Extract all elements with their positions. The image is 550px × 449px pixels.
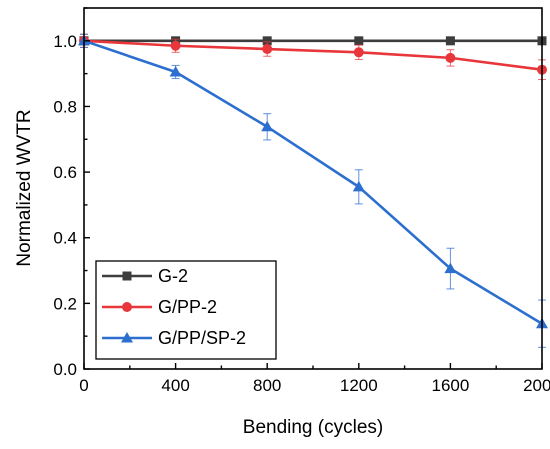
legend-label: G-2 [158, 266, 188, 286]
y-tick-label: 0.4 [53, 229, 77, 248]
series-line [83, 39, 543, 71]
data-point [444, 262, 457, 274]
x-tick-label: 0 [79, 376, 88, 395]
legend-label: G/PP/SP-2 [158, 328, 246, 348]
y-tick-label: 0.8 [53, 97, 77, 116]
y-axis-title: Normalized WVTR [14, 109, 35, 266]
x-tick-label: 1600 [431, 376, 469, 395]
y-tick-label: 1.0 [53, 32, 77, 51]
y-tick-label: 0.6 [53, 163, 77, 182]
data-point [170, 40, 181, 51]
data-point [262, 36, 272, 46]
x-tick-label: 1200 [340, 376, 378, 395]
data-point [353, 47, 364, 58]
data-point [354, 36, 364, 46]
x-axis-title: Bending (cycles) [243, 417, 383, 438]
data-point [169, 65, 182, 77]
x-tick-label: 800 [253, 376, 281, 395]
x-tick-label: 400 [161, 376, 189, 395]
data-point [445, 36, 455, 46]
y-tick-label: 0.2 [53, 294, 77, 313]
series-layer [78, 33, 548, 348]
y-tick-label: 0.0 [53, 360, 77, 379]
legend-label: G/PP-2 [158, 297, 217, 317]
y-axis: 0.0 0.2 0.4 0.6 0.8 1.0 [53, 7, 90, 379]
legend-marker [122, 302, 132, 312]
data-point [352, 180, 365, 192]
data-point [261, 120, 274, 132]
legend-marker [122, 271, 132, 281]
data-point [445, 52, 456, 63]
series-line [83, 39, 543, 325]
legend-marker [121, 332, 133, 343]
legend: G-2 G/PP-2 G/PP/SP-2 [95, 260, 277, 360]
data-point [262, 44, 273, 55]
